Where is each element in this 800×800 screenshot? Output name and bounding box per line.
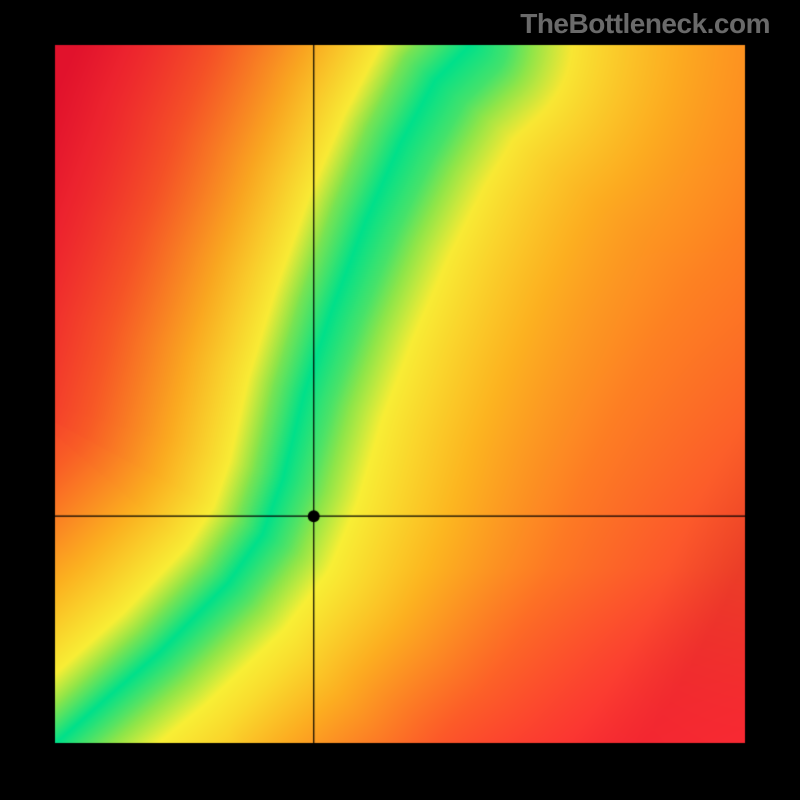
bottleneck-heatmap	[0, 0, 800, 800]
watermark: TheBottleneck.com	[520, 8, 770, 40]
